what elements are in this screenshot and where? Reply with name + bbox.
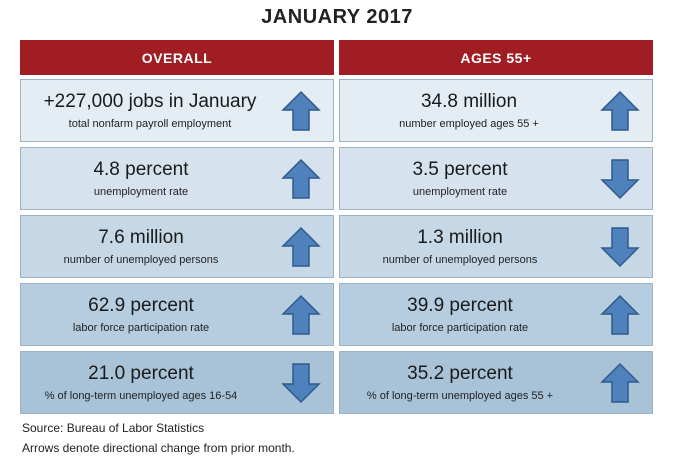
stat-value: +227,000 jobs in January <box>43 90 257 112</box>
stat-label: number of unemployed persons <box>382 253 538 266</box>
arrow-up-icon <box>281 90 321 131</box>
stat-value: 3.5 percent <box>412 158 508 180</box>
arrow-up-icon <box>600 362 640 403</box>
stat-label: % of long-term unemployed ages 55 + <box>366 389 554 402</box>
stat-label: unemployment rate <box>412 185 508 198</box>
stat-value: 62.9 percent <box>88 294 194 316</box>
stat-value: 4.8 percent <box>93 158 189 180</box>
arrow-down-icon <box>600 159 640 200</box>
stat-cell-overall: +227,000 jobs in January total nonfarm p… <box>20 79 334 142</box>
stat-label: total nonfarm payroll employment <box>68 117 232 130</box>
stat-value: 39.9 percent <box>407 294 513 316</box>
stat-label: number of unemployed persons <box>63 253 219 266</box>
stat-cell-overall: 7.6 million number of unemployed persons <box>20 215 334 278</box>
stat-label: unemployment rate <box>93 185 189 198</box>
stat-cell-ages-55: 34.8 million number employed ages 55 + <box>339 79 653 142</box>
arrow-up-icon <box>600 294 640 335</box>
stat-value: 34.8 million <box>420 90 518 112</box>
page-title: JANUARY 2017 <box>261 6 413 28</box>
stat-value: 21.0 percent <box>88 362 194 384</box>
arrow-legend-note: Arrows denote directional change from pr… <box>22 441 295 455</box>
arrow-up-icon <box>281 158 321 199</box>
stat-cell-ages-55: 3.5 percent unemployment rate <box>339 147 653 210</box>
stat-label: labor force participation rate <box>72 321 210 334</box>
stat-cell-ages-55: 39.9 percent labor force participation r… <box>339 283 653 346</box>
arrow-up-icon <box>600 90 640 131</box>
arrow-up-icon <box>281 294 321 335</box>
stat-value: 1.3 million <box>417 226 503 248</box>
source-note: Source: Bureau of Labor Statistics <box>22 421 205 435</box>
stat-cell-overall: 4.8 percent unemployment rate <box>20 147 334 210</box>
stat-cell-overall: 62.9 percent labor force participation r… <box>20 283 334 346</box>
stat-label: % of long-term unemployed ages 16-54 <box>44 389 238 402</box>
header-ages-55: AGES 55+ <box>339 40 653 75</box>
stat-label: labor force participation rate <box>391 321 529 334</box>
stat-value: 7.6 million <box>98 226 184 248</box>
stat-cell-ages-55: 35.2 percent % of long-term unemployed a… <box>339 351 653 414</box>
header-overall: OVERALL <box>20 40 334 75</box>
arrow-down-icon <box>281 363 321 404</box>
arrow-down-icon <box>600 227 640 268</box>
arrow-up-icon <box>281 226 321 267</box>
stat-label: number employed ages 55 + <box>399 117 539 130</box>
stat-value: 35.2 percent <box>407 362 513 384</box>
stat-cell-overall: 21.0 percent % of long-term unemployed a… <box>20 351 334 414</box>
stat-cell-ages-55: 1.3 million number of unemployed persons <box>339 215 653 278</box>
